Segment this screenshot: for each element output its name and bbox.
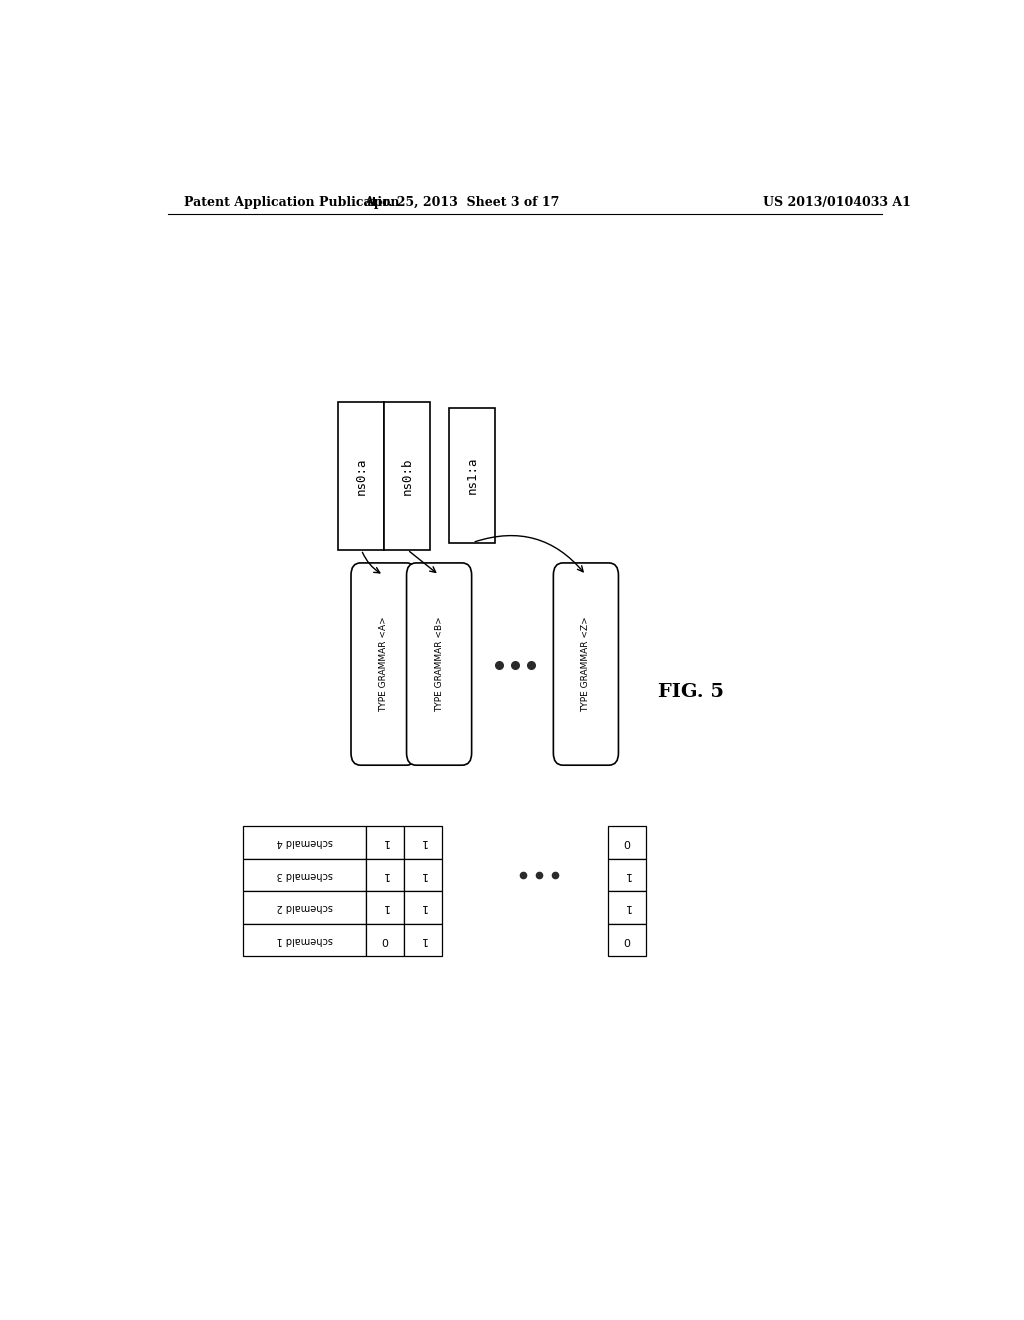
Bar — [243, 859, 367, 891]
Text: 0: 0 — [624, 837, 631, 847]
Text: TYPE GRAMMAR <B>: TYPE GRAMMAR <B> — [434, 616, 443, 711]
Text: schemald 2: schemald 2 — [276, 903, 333, 912]
Text: 1: 1 — [624, 870, 631, 880]
Text: 1: 1 — [382, 903, 389, 912]
Bar — [404, 924, 442, 956]
Bar — [367, 924, 404, 956]
Text: schemald 1: schemald 1 — [276, 935, 333, 945]
FancyBboxPatch shape — [553, 562, 618, 766]
Bar — [338, 403, 384, 549]
Text: 1: 1 — [624, 903, 631, 912]
Text: ns1:a: ns1:a — [466, 457, 479, 494]
Bar — [367, 859, 404, 891]
Text: 1: 1 — [382, 870, 389, 880]
Bar — [608, 826, 646, 859]
Bar — [404, 826, 442, 859]
Text: 1: 1 — [420, 870, 427, 880]
Text: schemald 4: schemald 4 — [276, 837, 333, 847]
FancyBboxPatch shape — [407, 562, 472, 766]
Text: Patent Application Publication: Patent Application Publication — [183, 195, 399, 209]
Bar — [404, 891, 442, 924]
Text: 1: 1 — [382, 837, 389, 847]
Text: ns0:a: ns0:a — [355, 457, 368, 495]
Text: US 2013/0104033 A1: US 2013/0104033 A1 — [763, 195, 910, 209]
Text: 1: 1 — [420, 935, 427, 945]
Bar — [384, 403, 430, 549]
Text: 1: 1 — [420, 837, 427, 847]
Bar — [450, 408, 496, 543]
Bar — [243, 826, 367, 859]
Bar — [608, 924, 646, 956]
Text: 1: 1 — [420, 903, 427, 912]
Bar — [404, 859, 442, 891]
Bar — [243, 924, 367, 956]
Text: 0: 0 — [624, 935, 631, 945]
Bar — [608, 859, 646, 891]
Text: 0: 0 — [382, 935, 389, 945]
Bar — [367, 891, 404, 924]
Text: ns0:b: ns0:b — [400, 457, 414, 495]
Bar — [367, 826, 404, 859]
Text: FIG. 5: FIG. 5 — [658, 682, 724, 701]
Bar — [608, 891, 646, 924]
Bar — [243, 891, 367, 924]
Text: TYPE GRAMMAR <Z>: TYPE GRAMMAR <Z> — [582, 616, 591, 711]
Text: schemald 3: schemald 3 — [276, 870, 333, 880]
Text: Apr. 25, 2013  Sheet 3 of 17: Apr. 25, 2013 Sheet 3 of 17 — [364, 195, 559, 209]
FancyBboxPatch shape — [351, 562, 416, 766]
Text: TYPE GRAMMAR <A>: TYPE GRAMMAR <A> — [379, 616, 388, 711]
